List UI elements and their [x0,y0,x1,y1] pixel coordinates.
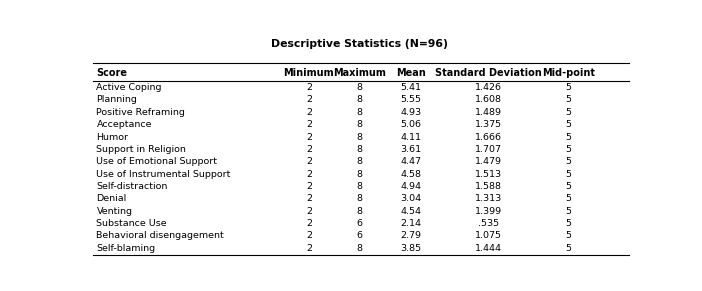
Text: 8: 8 [357,157,363,166]
Text: 1.375: 1.375 [475,120,502,129]
Text: 2: 2 [306,145,312,154]
Text: 8: 8 [357,182,363,191]
Text: 1.399: 1.399 [475,207,502,216]
Text: 5: 5 [566,219,572,228]
Text: 8: 8 [357,207,363,216]
Text: .535: .535 [478,219,499,228]
Text: 8: 8 [357,108,363,117]
Text: 2: 2 [306,83,312,92]
Text: Minimum: Minimum [284,68,334,78]
Text: 5: 5 [566,244,572,253]
Text: 5.55: 5.55 [400,95,421,104]
Text: 1.313: 1.313 [475,194,502,203]
Text: 2: 2 [306,244,312,253]
Text: 5: 5 [566,157,572,166]
Text: 5: 5 [566,194,572,203]
Text: Humor: Humor [96,132,128,141]
Text: 2: 2 [306,132,312,141]
Text: 1.075: 1.075 [475,231,502,240]
Text: 2.79: 2.79 [400,231,421,240]
Text: Descriptive Statistics (N=96): Descriptive Statistics (N=96) [272,40,448,49]
Text: 5: 5 [566,83,572,92]
Text: 6: 6 [357,219,363,228]
Text: 1.707: 1.707 [475,145,502,154]
Text: Use of Instrumental Support: Use of Instrumental Support [96,170,231,179]
Text: 1.489: 1.489 [475,108,502,117]
Text: 8: 8 [357,194,363,203]
Text: 5: 5 [566,132,572,141]
Text: 8: 8 [357,120,363,129]
Text: 4.93: 4.93 [400,108,421,117]
Text: Self-blaming: Self-blaming [96,244,156,253]
Text: 1.666: 1.666 [475,132,502,141]
Text: 2: 2 [306,120,312,129]
Text: 2: 2 [306,231,312,240]
Text: 4.94: 4.94 [400,182,421,191]
Text: Venting: Venting [96,207,133,216]
Text: 8: 8 [357,132,363,141]
Text: Positive Reframing: Positive Reframing [96,108,185,117]
Text: Substance Use: Substance Use [96,219,167,228]
Text: 3.85: 3.85 [400,244,421,253]
Text: Planning: Planning [96,95,138,104]
Text: 5: 5 [566,231,572,240]
Text: 1.588: 1.588 [475,182,502,191]
Text: 4.58: 4.58 [400,170,421,179]
Text: 8: 8 [357,145,363,154]
Text: 3.61: 3.61 [400,145,421,154]
Text: 5.41: 5.41 [400,83,421,92]
Text: 5: 5 [566,145,572,154]
Text: 2: 2 [306,108,312,117]
Text: 4.11: 4.11 [400,132,421,141]
Text: 8: 8 [357,170,363,179]
Text: 4.54: 4.54 [400,207,421,216]
Text: 8: 8 [357,83,363,92]
Text: 1.479: 1.479 [475,157,502,166]
Text: 1.426: 1.426 [475,83,502,92]
Text: 5: 5 [566,108,572,117]
Text: Self-distraction: Self-distraction [96,182,168,191]
Text: Behavioral disengagement: Behavioral disengagement [96,231,224,240]
Text: 2: 2 [306,95,312,104]
Text: 5.06: 5.06 [400,120,421,129]
Text: 6: 6 [357,231,363,240]
Text: 4.47: 4.47 [400,157,421,166]
Text: Standard Deviation: Standard Deviation [435,68,542,78]
Text: Use of Emotional Support: Use of Emotional Support [96,157,218,166]
Text: 2: 2 [306,170,312,179]
Text: 2.14: 2.14 [400,219,421,228]
Text: 5: 5 [566,170,572,179]
Text: Support in Religion: Support in Religion [96,145,186,154]
Text: Acceptance: Acceptance [96,120,152,129]
Text: 3.04: 3.04 [400,194,421,203]
Text: 2: 2 [306,207,312,216]
Text: 5: 5 [566,182,572,191]
Text: Denial: Denial [96,194,126,203]
Text: Mid-point: Mid-point [542,68,595,78]
Text: 1.608: 1.608 [475,95,502,104]
Text: 5: 5 [566,95,572,104]
Text: 8: 8 [357,95,363,104]
Text: 5: 5 [566,120,572,129]
Text: 2: 2 [306,219,312,228]
Text: 1.513: 1.513 [475,170,502,179]
Text: 1.444: 1.444 [475,244,502,253]
Text: Active Coping: Active Coping [96,83,162,92]
Text: 2: 2 [306,182,312,191]
Text: Score: Score [96,68,128,78]
Text: Mean: Mean [396,68,425,78]
Text: 8: 8 [357,244,363,253]
Text: 2: 2 [306,194,312,203]
Text: 5: 5 [566,207,572,216]
Text: Maximum: Maximum [333,68,386,78]
Text: 2: 2 [306,157,312,166]
